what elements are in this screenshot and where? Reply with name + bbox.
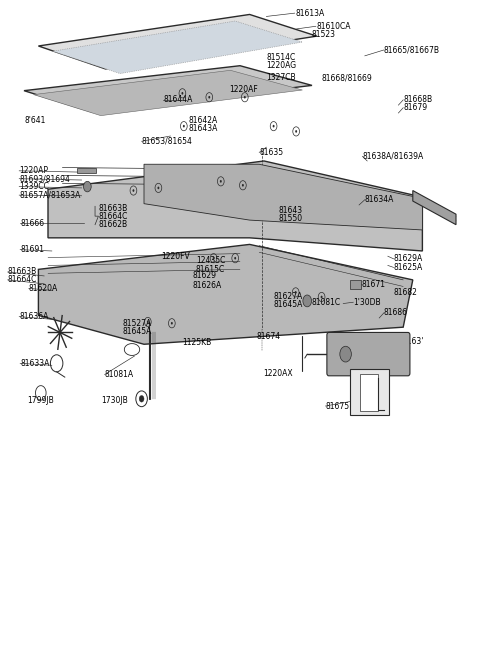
Text: 81668B: 81668B [403, 95, 432, 104]
Circle shape [213, 257, 215, 260]
Text: 8'641: 8'641 [25, 116, 47, 125]
Text: 8163': 8163' [402, 337, 424, 346]
FancyBboxPatch shape [350, 369, 389, 415]
Text: 81679: 81679 [403, 103, 427, 112]
Circle shape [242, 184, 244, 187]
Circle shape [183, 125, 185, 127]
Text: 1327CB: 1327CB [266, 73, 296, 82]
Text: 81633A: 81633A [20, 359, 49, 368]
Circle shape [303, 295, 312, 307]
Circle shape [84, 181, 91, 192]
Text: 81664C: 81664C [8, 275, 37, 284]
Text: 12435C: 12435C [196, 256, 225, 265]
Text: 81626A: 81626A [193, 281, 222, 290]
Circle shape [234, 257, 236, 260]
Text: 81663B: 81663B [98, 204, 128, 213]
Circle shape [171, 322, 173, 325]
Circle shape [295, 291, 297, 294]
Text: 81629: 81629 [193, 271, 217, 281]
Text: 81523: 81523 [312, 30, 336, 39]
Polygon shape [144, 164, 422, 230]
Text: 81615C: 81615C [196, 265, 225, 274]
Text: 81665/81667B: 81665/81667B [384, 45, 440, 55]
Text: 81550: 81550 [278, 214, 302, 223]
Polygon shape [48, 161, 422, 251]
Text: 81662B: 81662B [98, 220, 128, 229]
Text: 81657A/81653A: 81657A/81653A [19, 191, 81, 200]
Text: 81620A: 81620A [29, 284, 58, 293]
Text: 81693/81694: 81693/81694 [19, 174, 70, 183]
Circle shape [132, 189, 134, 192]
Text: 81613A: 81613A [295, 9, 324, 18]
FancyBboxPatch shape [360, 374, 378, 411]
Text: 81674: 81674 [257, 332, 281, 341]
Text: 81610CA: 81610CA [317, 22, 351, 31]
Polygon shape [77, 168, 96, 173]
Text: 81666: 81666 [20, 219, 44, 228]
Text: 81634A: 81634A [365, 195, 394, 204]
Text: 1220AX: 1220AX [263, 369, 293, 378]
Text: 81514C: 81514C [266, 53, 296, 62]
Text: 81675: 81675 [325, 401, 349, 411]
Text: 81629A: 81629A [394, 254, 423, 263]
Text: 81081C: 81081C [311, 298, 340, 307]
Circle shape [295, 130, 297, 133]
Text: 1220FV: 1220FV [161, 252, 190, 261]
Circle shape [220, 180, 222, 183]
Text: 81627A: 81627A [274, 292, 303, 302]
Polygon shape [53, 21, 302, 74]
Text: 81671: 81671 [362, 280, 386, 289]
Circle shape [139, 396, 144, 402]
Polygon shape [24, 66, 312, 112]
Text: 81644A: 81644A [163, 95, 192, 104]
Circle shape [157, 187, 159, 189]
Text: 81636A: 81636A [19, 312, 48, 321]
Circle shape [244, 96, 246, 99]
Text: 1799JB: 1799JB [27, 396, 54, 405]
Text: 1125KB: 1125KB [182, 338, 212, 348]
Text: 81635: 81635 [259, 148, 283, 157]
Circle shape [340, 346, 351, 362]
FancyBboxPatch shape [327, 332, 410, 376]
Circle shape [181, 92, 183, 95]
Text: 81645A: 81645A [274, 300, 303, 309]
Text: 81653/81654: 81653/81654 [142, 137, 192, 146]
Text: 81643A: 81643A [189, 124, 218, 133]
Text: 1220AF: 1220AF [229, 85, 258, 94]
Text: 1220AP: 1220AP [19, 166, 48, 175]
Polygon shape [38, 14, 317, 69]
Text: 81664C: 81664C [98, 212, 128, 221]
Polygon shape [350, 280, 361, 289]
Text: 1730JB: 1730JB [101, 396, 128, 405]
Text: 81638A/81639A: 81638A/81639A [362, 152, 424, 161]
Circle shape [321, 296, 323, 298]
Text: 81686: 81686 [384, 308, 408, 317]
Polygon shape [38, 244, 413, 344]
Text: 81642A: 81642A [189, 116, 218, 125]
Text: 81668/81669: 81668/81669 [322, 73, 372, 82]
Text: 81663B: 81663B [8, 267, 37, 277]
Text: 1339CC: 1339CC [19, 182, 49, 191]
Polygon shape [413, 191, 456, 225]
Text: 81081A: 81081A [105, 370, 134, 379]
Text: 81691: 81691 [20, 245, 44, 254]
Circle shape [273, 125, 275, 127]
Polygon shape [34, 70, 302, 116]
Text: 81527A: 81527A [123, 319, 152, 328]
Text: 81682: 81682 [394, 288, 418, 297]
Text: 1'30DB: 1'30DB [353, 298, 381, 307]
Text: 81625A: 81625A [394, 263, 423, 272]
Text: 1220AG: 1220AG [266, 61, 297, 70]
Text: 81643: 81643 [278, 206, 302, 215]
Circle shape [208, 96, 210, 99]
Circle shape [147, 321, 149, 323]
Text: 81645A: 81645A [123, 327, 152, 336]
